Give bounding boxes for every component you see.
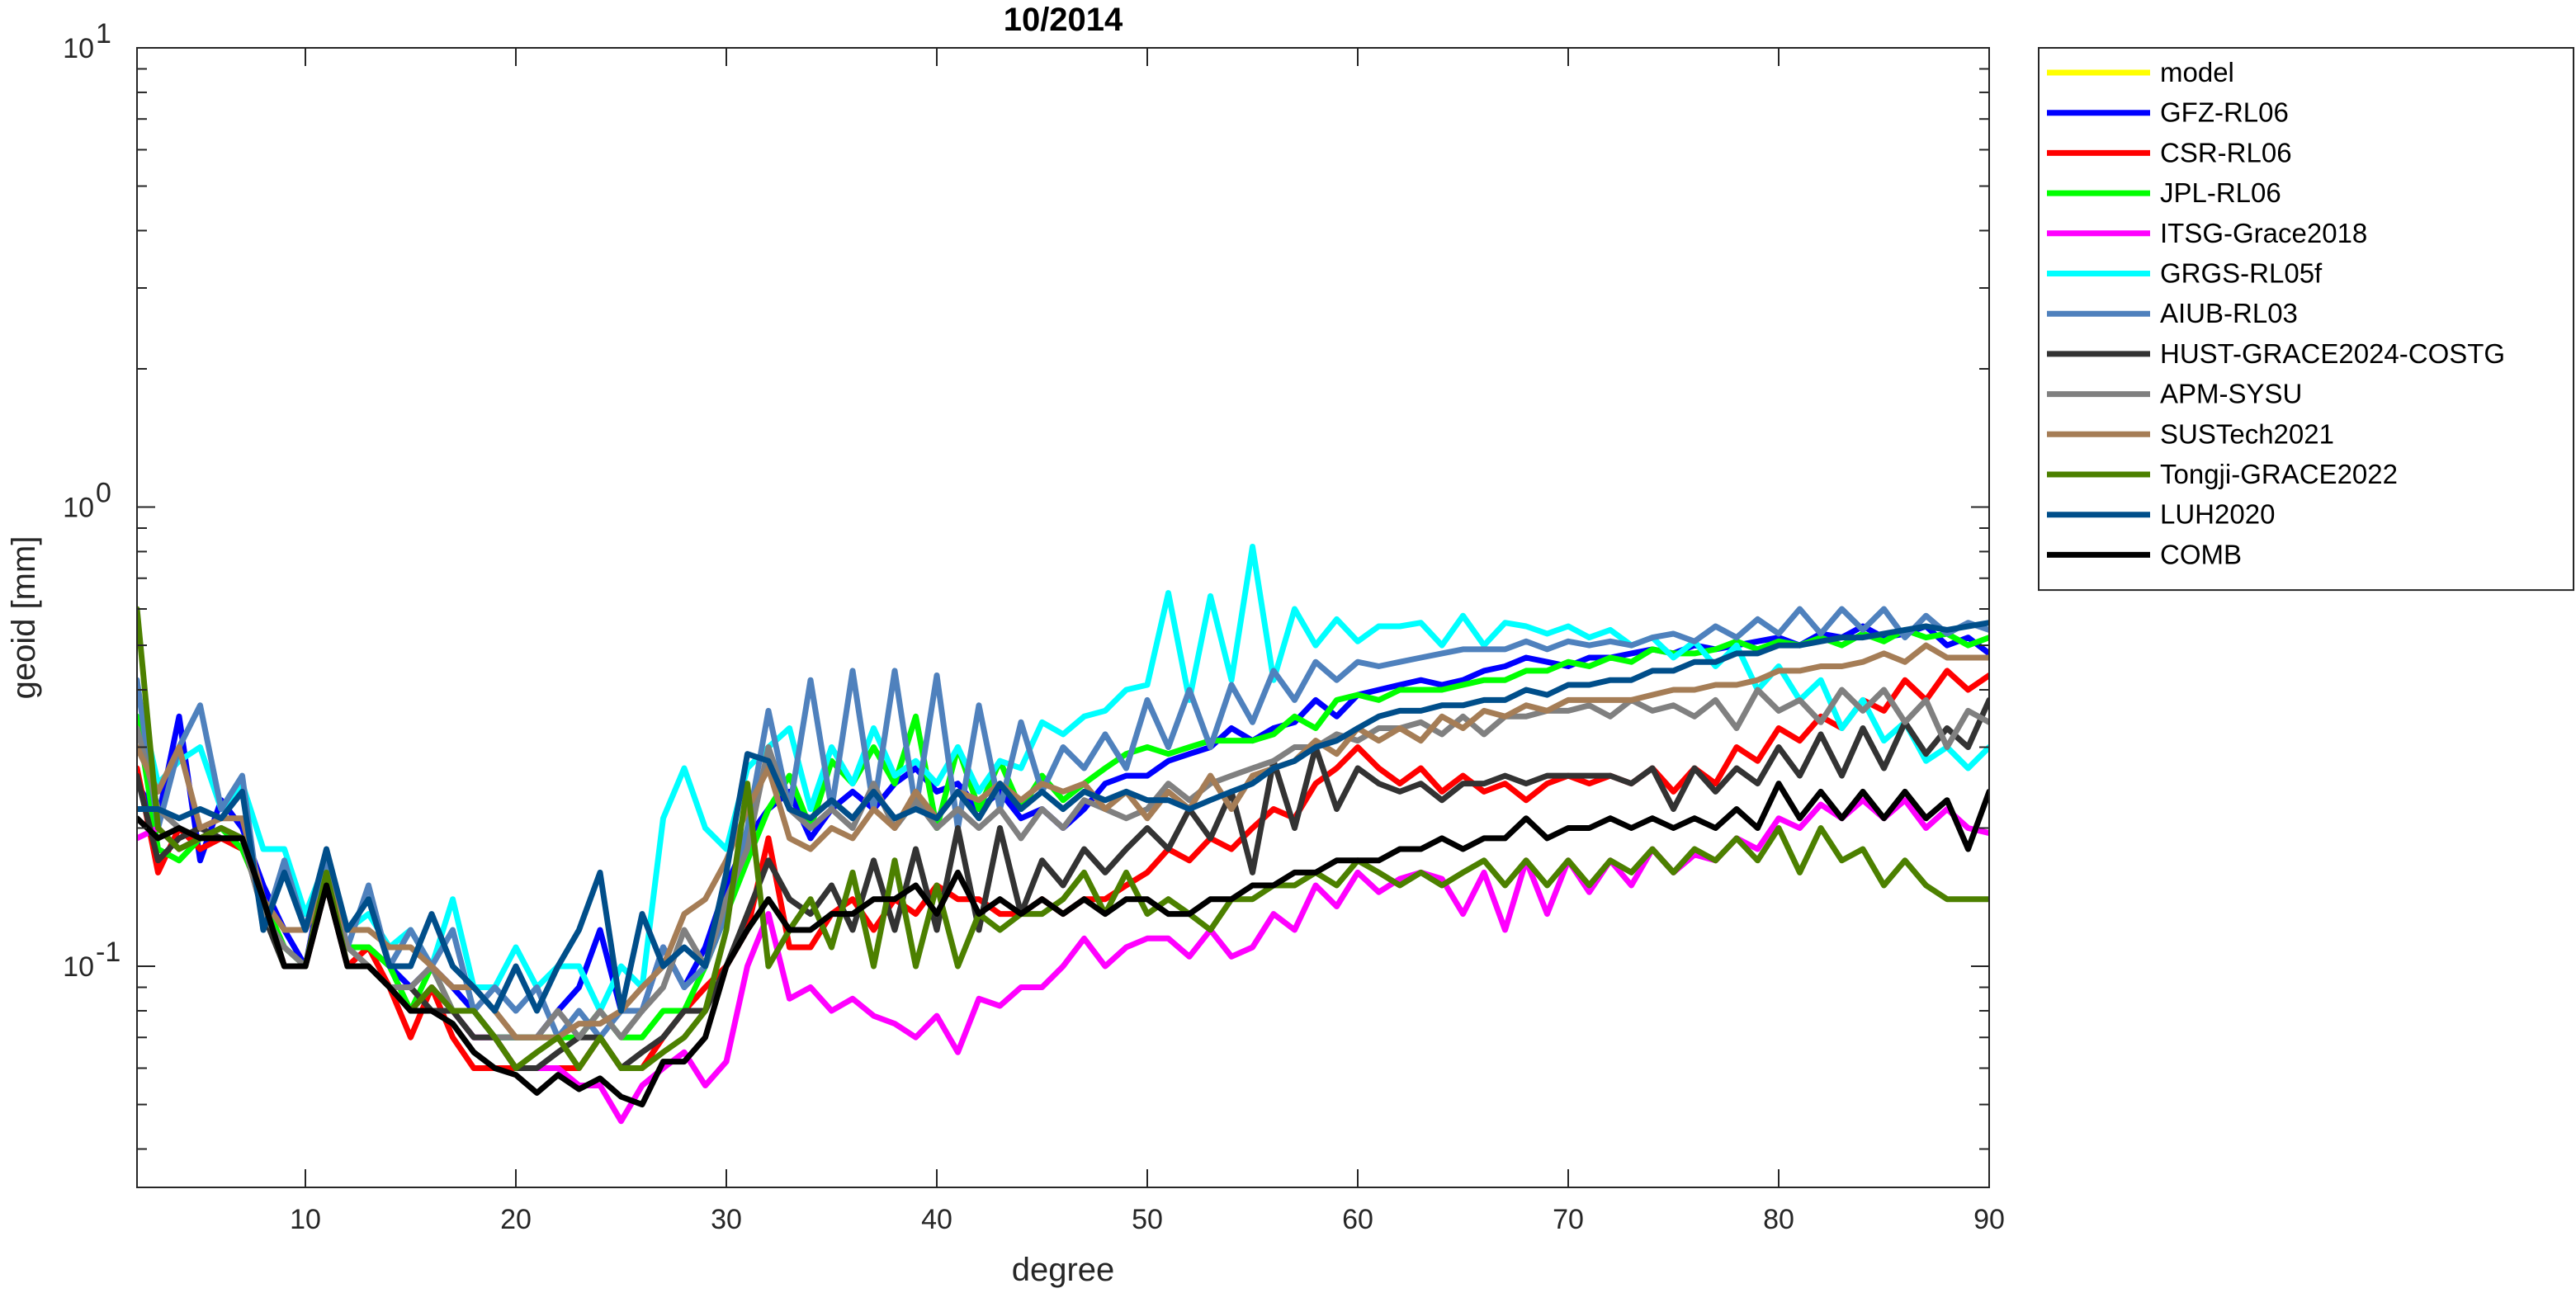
y-tick-exponent: 1 [96, 18, 111, 50]
legend-label: CSR-RL06 [2160, 137, 2292, 168]
x-tick-label: 50 [1132, 1204, 1163, 1235]
legend-label: model [2160, 57, 2234, 87]
legend-label: ITSG-Grace2018 [2160, 218, 2367, 248]
y-axis-title: geoid [mm] [6, 536, 42, 700]
legend-label: JPL-RL06 [2160, 177, 2281, 208]
legend-items: model GFZ-RL06 CSR-RL06 JPL-RL06 ITSG-Grace2… [2047, 57, 2505, 569]
y-tick-label: 10 [63, 951, 94, 983]
legend-item-hust-grace2024-costg: HUST-GRACE2024-COSTG [2047, 338, 2505, 369]
plot-area [136, 47, 1990, 1188]
series-line-hust-grace2024-costg [137, 696, 1989, 1071]
legend-item-csr-rl06: CSR-RL06 [2047, 137, 2292, 168]
legend-label: Tongji-GRACE2022 [2160, 459, 2398, 489]
legend: model GFZ-RL06 CSR-RL06 JPL-RL06 ITSG-Grace2… [2038, 47, 2574, 592]
series-line-luh2020 [137, 620, 1989, 1014]
legend-label: COMB [2160, 539, 2242, 569]
x-tick-label: 80 [1763, 1204, 1794, 1235]
x-tick-label: 20 [500, 1204, 532, 1235]
legend-item-gfz-rl06: GFZ-RL06 [2047, 97, 2289, 128]
legend-label: GRGS-RL05f [2160, 258, 2323, 289]
chart-title: 10/2014 [1004, 2, 1123, 38]
legend-item-sustech2021: SUSTech2021 [2047, 418, 2334, 449]
y-tick-label: 10 [63, 33, 94, 64]
axes-box [136, 47, 1990, 1188]
y-tick-exponent: -1 [96, 937, 121, 968]
legend-item-itsg-grace2018: ITSG-Grace2018 [2047, 218, 2367, 248]
legend-item-aiub-rl03: AIUB-RL03 [2047, 298, 2298, 328]
series-line-sustech2021 [137, 642, 1989, 1041]
legend-label: APM-SYSU [2160, 379, 2302, 409]
legend-item-tongji-grace2022: Tongji-GRACE2022 [2047, 459, 2398, 489]
legend-label: LUH2020 [2160, 499, 2275, 530]
series-layer [137, 544, 1989, 1125]
series-line-grgs-rl05f [137, 544, 1989, 1014]
series-line-comb [137, 781, 1989, 1108]
series-line-apm-sysu [137, 687, 1989, 1041]
x-tick-label: 30 [711, 1204, 742, 1235]
legend-item-apm-sysu: APM-SYSU [2047, 379, 2302, 409]
legend-item-luh2020: LUH2020 [2047, 499, 2275, 530]
legend-label: AIUB-RL03 [2160, 298, 2298, 328]
legend-item-comb: COMB [2047, 539, 2242, 569]
legend-item-jpl-rl06: JPL-RL06 [2047, 177, 2281, 208]
y-tick-exponent: 0 [96, 478, 111, 509]
x-tick-label: 70 [1553, 1204, 1584, 1235]
legend-label: HUST-GRACE2024-COSTG [2160, 338, 2505, 369]
x-tick-label: 40 [921, 1204, 952, 1235]
plot-background [137, 48, 1989, 1187]
x-tick-label: 10 [290, 1204, 321, 1235]
y-tick-label: 10 [63, 493, 94, 524]
series-line-tongji-grace2022 [137, 606, 1989, 1071]
x-tick-label: 90 [1973, 1204, 2005, 1235]
legend-item-model: model [2047, 57, 2234, 87]
legend-label: SUSTech2021 [2160, 418, 2334, 449]
legend-item-grgs-rl05f: GRGS-RL05f [2047, 258, 2323, 289]
x-axis-title: degree [1012, 1252, 1115, 1288]
x-tick-label: 60 [1342, 1204, 1373, 1235]
legend-box [2038, 47, 2574, 592]
legend-label: GFZ-RL06 [2160, 97, 2289, 128]
